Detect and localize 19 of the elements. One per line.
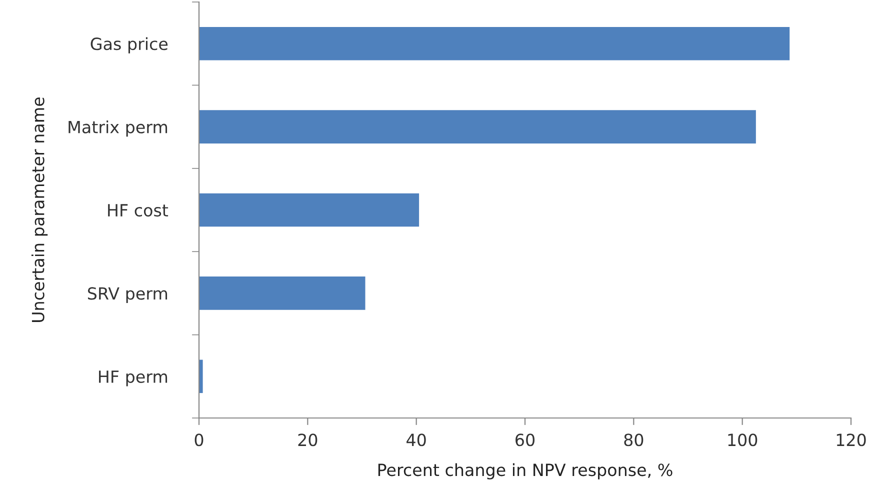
y-tick-label: SRV perm	[88, 287, 168, 303]
bar	[199, 110, 756, 144]
bar	[199, 26, 790, 60]
x-tick-label: 80	[624, 434, 644, 446]
bar	[199, 193, 420, 227]
y-tick-label: HF cost	[108, 204, 168, 217]
x-tick-label: 120	[836, 434, 866, 446]
y-tick-label: Gas price	[90, 37, 168, 54]
bar	[199, 360, 203, 394]
y-tick-label: HF perm	[99, 370, 168, 386]
x-tick-label: 60	[516, 434, 534, 446]
x-tick-label: 0	[194, 434, 204, 446]
bar	[199, 276, 366, 310]
x-tick-label: 100	[728, 434, 758, 446]
x-tick-label: 40	[406, 434, 426, 446]
x-axis-title: Percent change in NPV response, %	[378, 463, 672, 480]
y-tick-label: Matrix perm	[68, 120, 168, 137]
x-tick-label: 20	[298, 434, 318, 446]
y-axis-title: Uncertain parameter name	[31, 97, 48, 322]
